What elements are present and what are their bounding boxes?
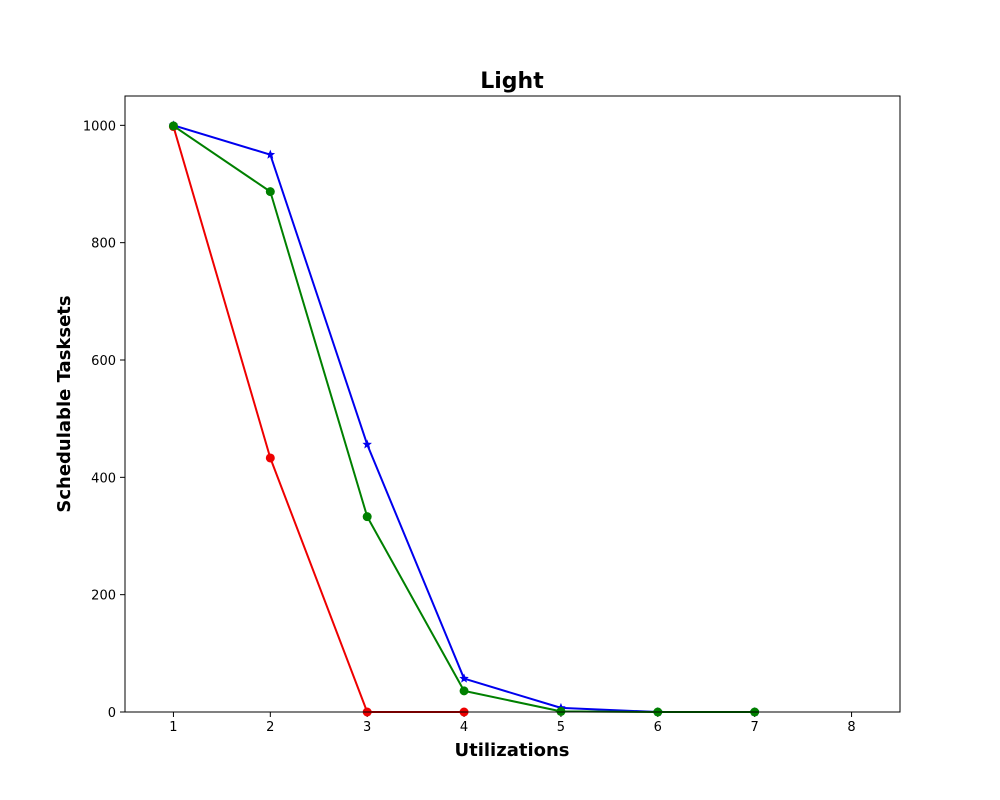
y-tick-label: 1000 [83,119,116,134]
series-line [172,126,465,713]
plot-frame [124,95,901,713]
series-1 [168,122,469,717]
x-tick-label: 8 [847,720,855,735]
data-point [459,673,469,683]
series-layer [168,120,760,717]
y-axis-label: Schedulable Tasksets [54,295,75,512]
data-point [265,187,275,197]
data-point [265,149,276,159]
chart-title: Light [480,69,544,94]
x-axis-ticks: 1 2 3 4 5 6 7 8 [169,712,856,735]
x-tick-label: 4 [460,720,468,735]
data-point [168,121,178,131]
y-tick-label: 800 [91,237,116,252]
x-tick-label: 5 [557,720,565,735]
data-point [265,453,275,463]
x-tick-label: 6 [654,720,662,735]
series-3 [168,121,760,717]
y-tick-label: 600 [91,354,116,369]
data-point [362,512,372,522]
y-tick-label: 400 [91,471,116,486]
data-point [459,686,469,696]
data-point [556,706,566,716]
x-tick-label: 3 [363,720,371,735]
series-line [172,125,755,713]
x-axis-label: Utilizations [454,740,569,761]
x-tick-label: 1 [169,720,177,735]
x-tick-label: 2 [266,720,274,735]
y-tick-label: 200 [91,589,116,604]
y-tick-label: 0 [108,706,116,721]
series-2 [168,120,760,717]
y-axis-ticks: 0 200 400 600 800 1000 [83,119,125,721]
plot-area [168,120,760,717]
data-point [362,439,372,449]
x-tick-label: 7 [751,720,759,735]
series-line [173,124,755,713]
